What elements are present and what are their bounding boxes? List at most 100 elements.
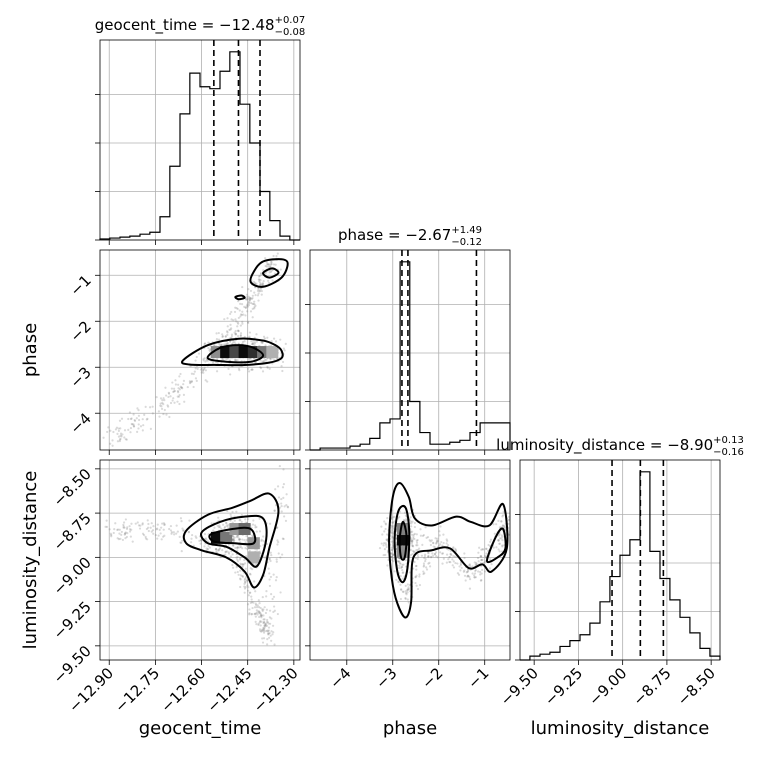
scatter-point [104, 525, 107, 528]
scatter-point [130, 528, 133, 531]
scatter-point [280, 505, 283, 508]
scatter-point [241, 563, 244, 566]
scatter-point [167, 392, 171, 395]
scatter-point [473, 574, 476, 577]
scatter-point [283, 505, 286, 508]
scatter-point [390, 546, 393, 549]
scatter-point [199, 542, 202, 545]
scatter-point [257, 292, 260, 295]
scatter-point [248, 335, 251, 338]
scatter-point [251, 368, 254, 371]
scatter-point [427, 562, 430, 565]
scatter-point [233, 536, 236, 539]
scatter-point [446, 539, 449, 542]
scatter-point [215, 361, 218, 364]
scatter-point [279, 591, 282, 594]
scatter-point [244, 547, 247, 550]
scatter-point [441, 552, 445, 555]
scatter-point [264, 611, 268, 615]
scatter-point [232, 341, 235, 344]
scatter-point [137, 414, 141, 417]
scatter-point [392, 553, 395, 557]
scatter-point [189, 381, 192, 384]
scatter-point [398, 566, 401, 570]
x-axis-label-phase: phase [383, 718, 437, 739]
y-tick-label-phase: −3 [66, 363, 94, 391]
scatter-point [261, 641, 265, 644]
scatter-point [229, 373, 232, 376]
scatter-point [385, 545, 388, 549]
scatter-point [260, 538, 263, 541]
scatter-point [244, 541, 247, 544]
scatter-point [422, 570, 425, 573]
scatter-point [117, 427, 120, 430]
scatter-point [177, 391, 180, 394]
scatter-point [442, 533, 445, 536]
scatter-point [391, 521, 394, 524]
scatter-point [183, 400, 186, 403]
scatter-point [171, 381, 174, 384]
scatter-point [283, 515, 286, 518]
scatter-point [225, 521, 228, 524]
hist-panel-phase: phase = −2.67+1.49 −0.12 [305, 225, 511, 455]
scatter-point [224, 343, 227, 346]
scatter-point [399, 588, 403, 591]
scatter-point [433, 553, 436, 556]
scatter-point [259, 552, 262, 555]
scatter-point [223, 343, 226, 346]
scatter-point [427, 551, 430, 554]
scatter-point [266, 366, 269, 369]
scatter-point [254, 526, 257, 529]
scatter-point [116, 432, 119, 435]
scatter-point [155, 396, 158, 399]
scatter-point [262, 628, 266, 631]
scatter-point [160, 526, 163, 529]
contour-line [262, 267, 280, 279]
scatter-point [181, 539, 184, 542]
scatter-point [285, 493, 288, 496]
scatter-point [270, 261, 273, 264]
scatter-point [260, 620, 263, 623]
scatter-point [130, 522, 133, 525]
x-tick-label-geocent_time: −12.30 [250, 664, 302, 716]
scatter-point [163, 523, 166, 526]
scatter-point [126, 526, 129, 529]
scatter-point [141, 523, 144, 526]
scatter-point [469, 565, 472, 568]
scatter-point [262, 626, 265, 629]
scatter-point [213, 526, 216, 529]
scatter-point [258, 611, 262, 614]
scatter-point [475, 562, 478, 566]
scatter-point [241, 538, 244, 541]
scatter-point [270, 339, 273, 343]
scatter-point [252, 280, 256, 283]
scatter-point [279, 556, 282, 559]
scatter-point [246, 518, 250, 521]
scatter-point [176, 400, 179, 403]
scatter-point [473, 576, 476, 579]
scatter-point [244, 581, 247, 584]
scatter-point [243, 539, 246, 542]
scatter-point [272, 610, 275, 614]
scatter-point [188, 380, 192, 383]
scatter-point [497, 539, 500, 542]
scatter-point [247, 358, 250, 361]
scatter-point [240, 514, 243, 517]
scatter-point [224, 335, 227, 338]
scatter-point [393, 515, 396, 518]
scatter-point [395, 578, 398, 581]
scatter-point [262, 627, 266, 630]
scatter-point [145, 527, 148, 531]
scatter-point [245, 295, 249, 299]
scatter-point [237, 329, 240, 332]
scatter-point [260, 628, 264, 631]
scatter-point [260, 539, 263, 542]
scatter-point [477, 560, 480, 563]
scatter-point [226, 342, 229, 345]
scatter-point [500, 537, 503, 540]
scatter-point [424, 558, 427, 561]
scatter-point [417, 555, 420, 559]
scatter-point [255, 609, 258, 612]
scatter-point [414, 576, 417, 579]
scatter-point [438, 544, 441, 547]
